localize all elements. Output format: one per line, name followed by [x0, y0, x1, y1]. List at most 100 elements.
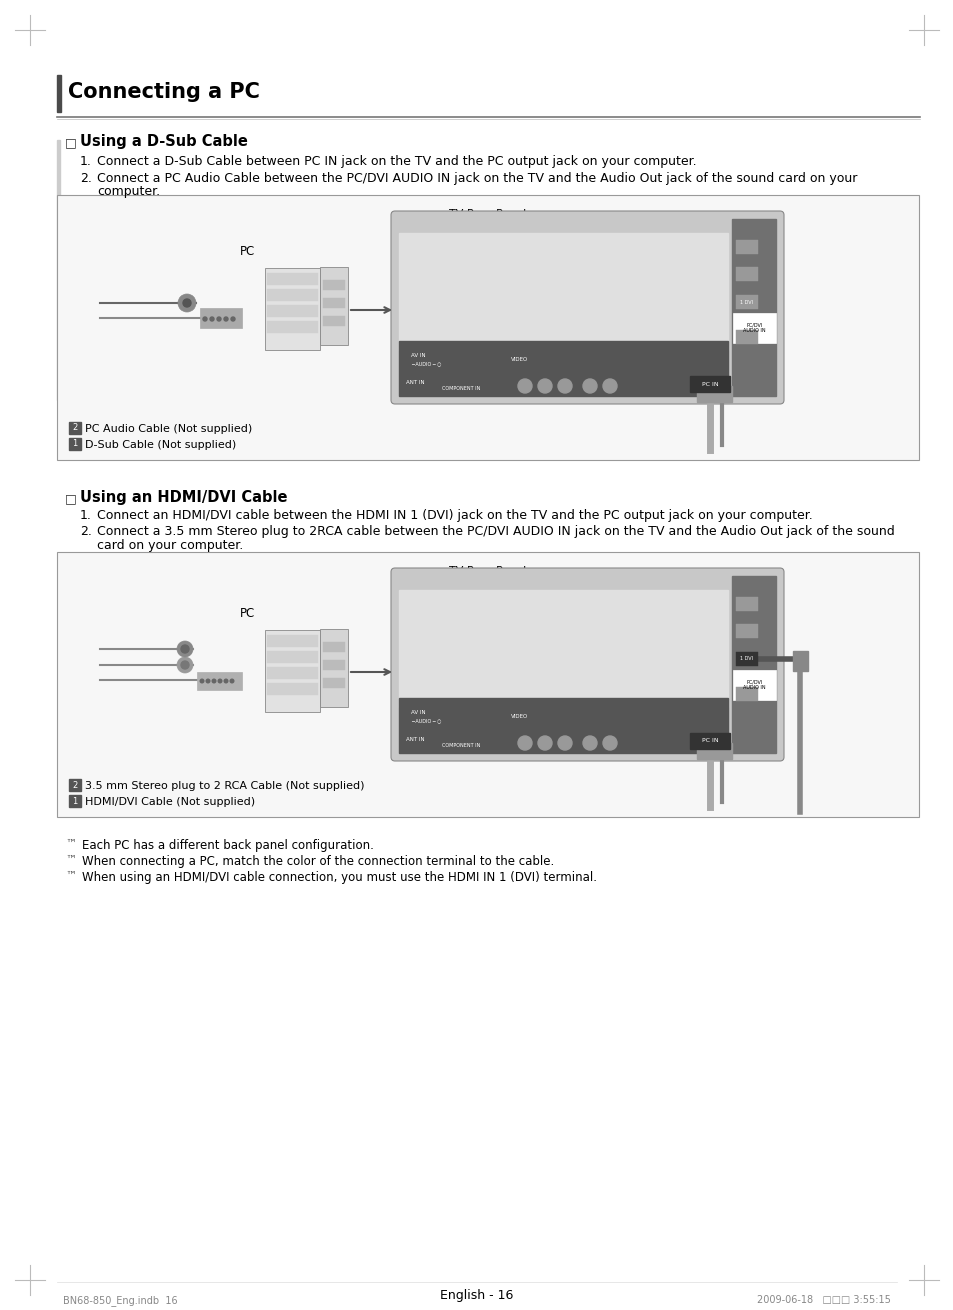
Text: Connect a 3.5 mm Stereo plug to 2RCA cable between the PC/DVI AUDIO IN jack on t: Connect a 3.5 mm Stereo plug to 2RCA cab…	[97, 525, 894, 538]
Circle shape	[200, 679, 204, 683]
Bar	[689, 376, 729, 392]
Bar	[57, 552, 918, 817]
Bar	[792, 651, 807, 671]
Text: □: □	[65, 493, 76, 504]
Circle shape	[218, 679, 221, 683]
Bar	[732, 669, 775, 700]
Text: Using an HDMI/DVI Cable: Using an HDMI/DVI Cable	[80, 490, 287, 504]
Text: 1.: 1.	[80, 510, 91, 521]
Text: 1.: 1.	[80, 155, 91, 168]
Bar	[323, 642, 345, 652]
Circle shape	[212, 679, 215, 683]
Circle shape	[183, 299, 191, 307]
Text: ™: ™	[65, 871, 76, 882]
Bar	[319, 267, 348, 345]
Text: TV Rear Panel: TV Rear Panel	[449, 210, 526, 219]
Bar	[323, 297, 345, 308]
Circle shape	[582, 379, 597, 393]
Bar	[735, 295, 758, 309]
Bar	[267, 651, 317, 663]
Bar	[735, 267, 758, 282]
Bar	[735, 624, 758, 638]
Text: ─ AUDIO ─ ○: ─ AUDIO ─ ○	[411, 718, 441, 723]
Bar	[267, 635, 317, 647]
Bar	[265, 630, 319, 713]
Text: 2: 2	[72, 781, 77, 790]
Bar	[267, 290, 317, 301]
Text: Each PC has a different back panel configuration.: Each PC has a different back panel confi…	[82, 838, 374, 852]
Text: PC: PC	[240, 607, 255, 620]
Circle shape	[230, 679, 233, 683]
Circle shape	[537, 736, 552, 751]
Text: VIDEO: VIDEO	[511, 358, 528, 362]
Bar	[196, 672, 242, 690]
Circle shape	[558, 379, 572, 393]
Bar	[57, 140, 60, 400]
Bar	[689, 734, 729, 749]
Circle shape	[582, 736, 597, 751]
Circle shape	[517, 736, 532, 751]
Bar	[267, 683, 317, 696]
Text: 1: 1	[72, 439, 77, 448]
Circle shape	[602, 379, 617, 393]
Text: English - 16: English - 16	[440, 1289, 513, 1302]
Text: □: □	[65, 136, 76, 149]
Bar	[267, 321, 317, 333]
Text: VIDEO: VIDEO	[511, 714, 528, 719]
Text: Using a D-Sub Cable: Using a D-Sub Cable	[80, 134, 248, 149]
Text: ANT IN: ANT IN	[406, 738, 424, 741]
Text: 3.5 mm Stereo plug to 2 RCA Cable (Not supplied): 3.5 mm Stereo plug to 2 RCA Cable (Not s…	[85, 781, 364, 791]
Text: COMPONENT IN: COMPONENT IN	[441, 743, 479, 748]
Bar	[735, 652, 758, 665]
Text: 1 DVI: 1 DVI	[740, 656, 753, 662]
Bar	[319, 629, 348, 707]
Bar	[323, 316, 345, 326]
Bar	[731, 219, 775, 396]
Text: COMPONENT IN: COMPONENT IN	[441, 386, 479, 390]
Text: 2: 2	[72, 423, 77, 432]
Bar	[398, 698, 727, 753]
Circle shape	[224, 317, 228, 321]
Text: PC: PC	[240, 245, 255, 258]
Circle shape	[178, 293, 195, 312]
Circle shape	[602, 736, 617, 751]
Text: 2009-06-18   □□□ 3:55:15: 2009-06-18 □□□ 3:55:15	[757, 1296, 890, 1305]
Text: AV IN: AV IN	[411, 710, 425, 715]
Bar	[735, 597, 758, 610]
Text: 1 DVI: 1 DVI	[740, 300, 753, 304]
Text: 2.: 2.	[80, 172, 91, 185]
Bar	[697, 743, 731, 758]
Bar	[69, 422, 81, 434]
Text: ANT IN: ANT IN	[406, 380, 424, 385]
Circle shape	[517, 379, 532, 393]
Circle shape	[203, 317, 207, 321]
Circle shape	[216, 317, 221, 321]
FancyBboxPatch shape	[391, 211, 783, 403]
Bar	[323, 660, 345, 669]
Bar	[732, 313, 775, 343]
Bar	[398, 233, 727, 350]
Text: PC/DVI
AUDIO IN: PC/DVI AUDIO IN	[742, 322, 765, 334]
Text: PC/DVI
AUDIO IN: PC/DVI AUDIO IN	[742, 680, 765, 690]
Circle shape	[181, 645, 189, 652]
Circle shape	[177, 658, 193, 673]
Bar	[267, 272, 317, 286]
Bar	[735, 686, 758, 701]
Bar	[267, 667, 317, 679]
Bar	[735, 330, 758, 345]
Text: PC IN: PC IN	[701, 739, 718, 744]
Text: Connecting a PC: Connecting a PC	[68, 83, 259, 102]
Bar	[731, 576, 775, 753]
Text: ─ AUDIO ─ ○: ─ AUDIO ─ ○	[411, 362, 441, 365]
Bar	[69, 795, 81, 807]
Bar	[735, 240, 758, 254]
Bar	[398, 341, 727, 396]
Bar	[57, 75, 61, 111]
Text: When using an HDMI/DVI cable connection, you must use the HDMI IN 1 (DVI) termin: When using an HDMI/DVI cable connection,…	[82, 871, 597, 884]
Bar	[57, 195, 918, 460]
Text: Connect a PC Audio Cable between the PC/DVI AUDIO IN jack on the TV and the Audi: Connect a PC Audio Cable between the PC/…	[97, 172, 857, 185]
Text: PC Audio Cable (Not supplied): PC Audio Cable (Not supplied)	[85, 424, 252, 434]
Circle shape	[181, 662, 189, 669]
Text: PC IN: PC IN	[701, 381, 718, 386]
Bar	[200, 308, 242, 328]
